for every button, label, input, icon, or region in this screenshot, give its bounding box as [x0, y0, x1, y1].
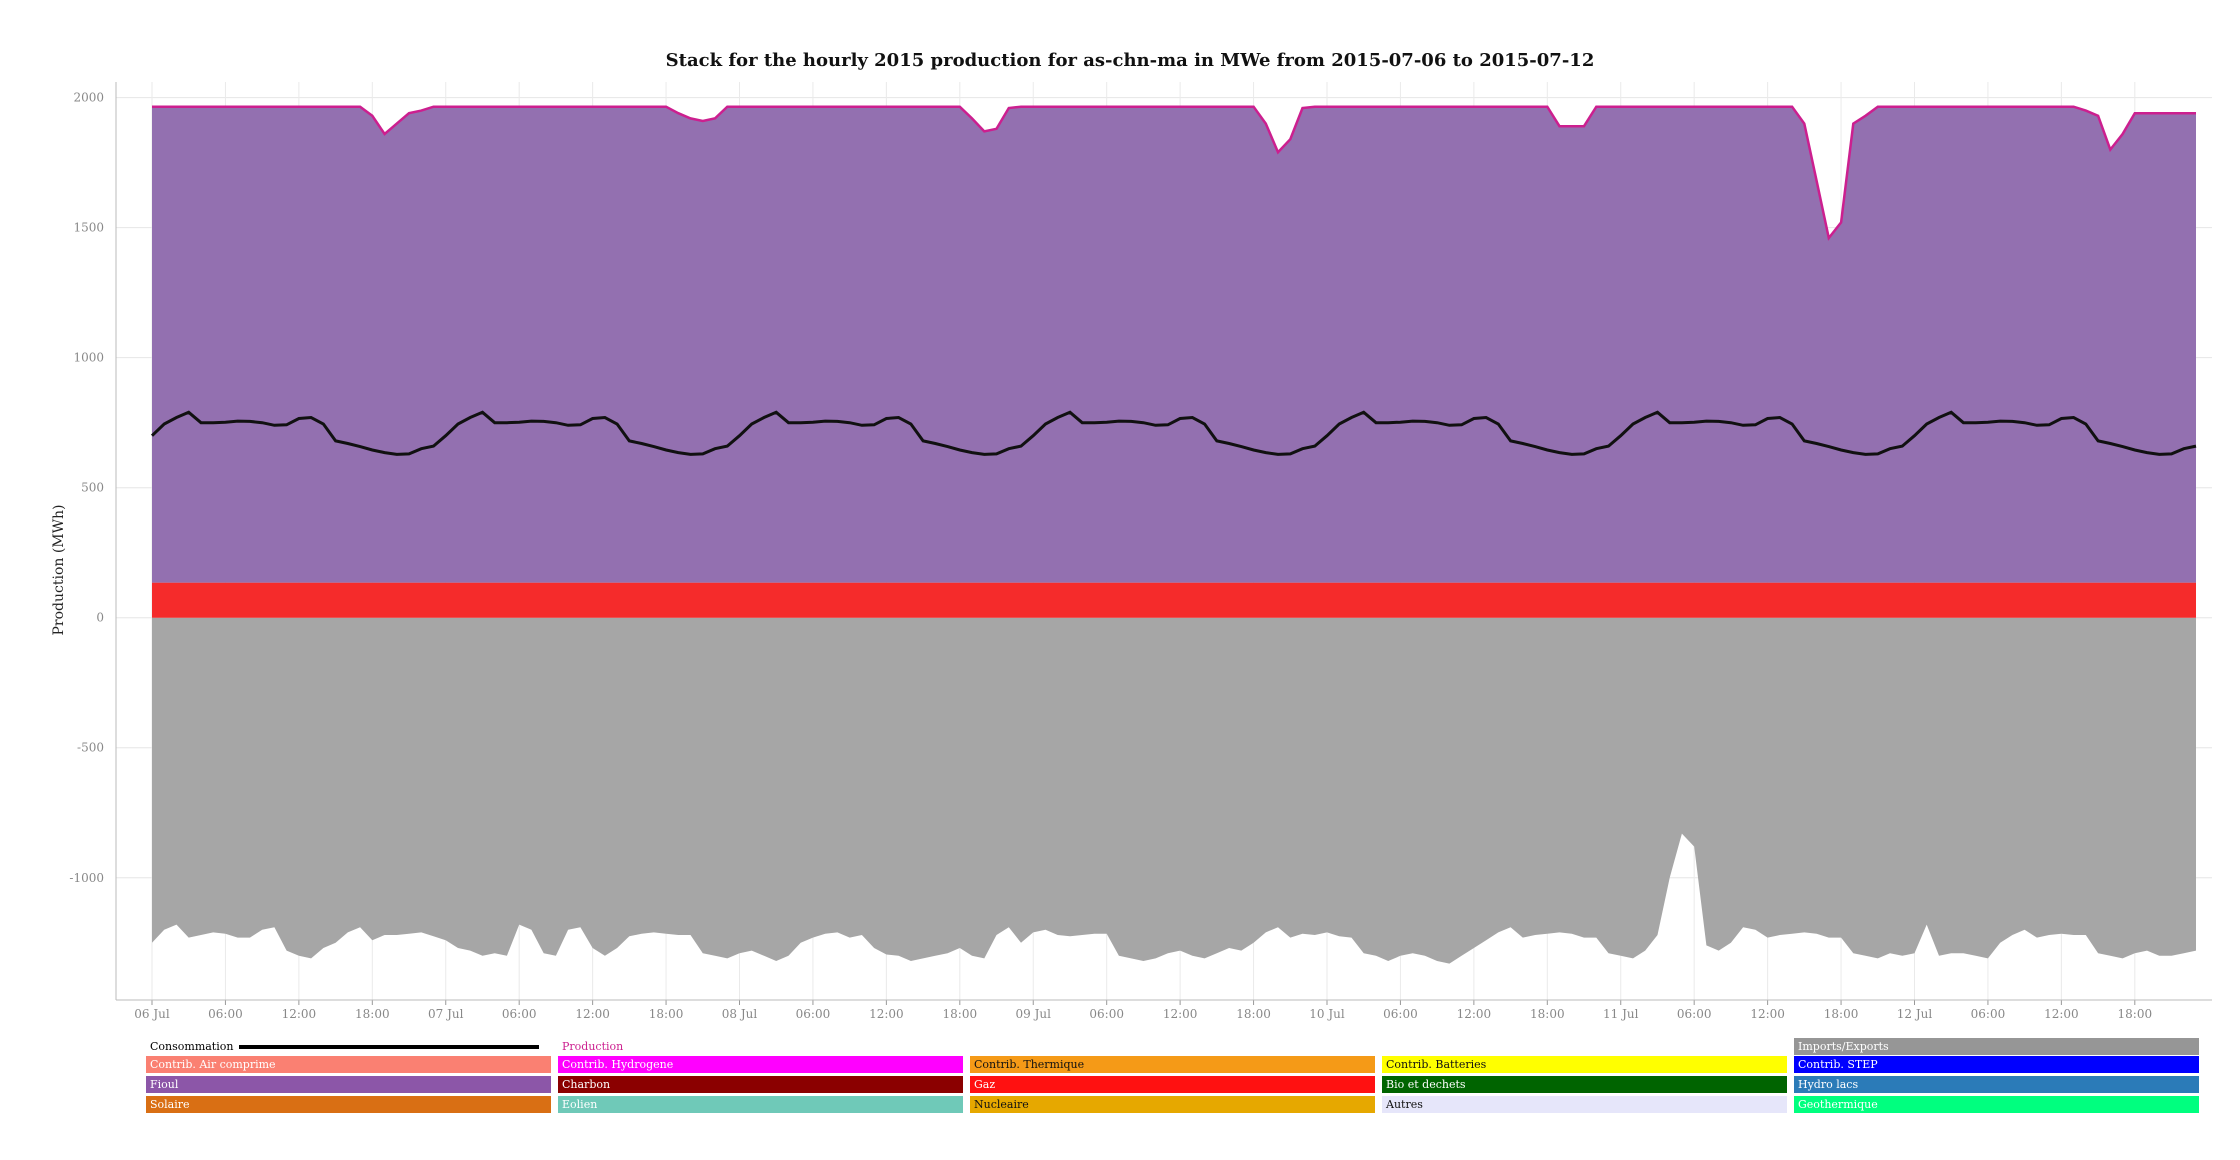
legend-item[interactable]: Hydro lacs — [1794, 1076, 2199, 1093]
x-tick-label: 06:00 — [502, 1007, 537, 1021]
chart-title: Stack for the hourly 2015 production for… — [666, 50, 1595, 71]
x-tick-label: 10 Jul — [1309, 1007, 1345, 1021]
legend-item[interactable]: Fioul — [146, 1076, 551, 1093]
x-tick-label: 12:00 — [1457, 1007, 1492, 1021]
y-tick-label: -1000 — [69, 871, 104, 885]
y-tick-label: 1000 — [73, 351, 104, 365]
legend-label: Consommation — [150, 1040, 234, 1053]
area-fioul — [152, 106, 2196, 583]
x-tick-label: 11 Jul — [1603, 1007, 1639, 1021]
legend-label: Production — [562, 1040, 624, 1053]
x-tick-label: 06:00 — [1971, 1007, 2006, 1021]
x-tick-label: 06:00 — [1089, 1007, 1124, 1021]
legend-item[interactable]: Solaire — [146, 1096, 551, 1113]
legend-item[interactable]: Charbon — [558, 1076, 963, 1093]
legend-item[interactable]: Consommation — [146, 1038, 555, 1055]
y-tick-label: 0 — [96, 611, 104, 625]
x-tick-label: 12:00 — [282, 1007, 317, 1021]
x-tick-label: 18:00 — [1236, 1007, 1271, 1021]
x-tick-label: 18:00 — [1530, 1007, 1565, 1021]
legend-item[interactable]: Contrib. STEP — [1794, 1056, 2199, 1073]
x-tick-label: 09 Jul — [1016, 1007, 1052, 1021]
area-gaz — [152, 582, 2196, 618]
x-tick-label: 18:00 — [943, 1007, 978, 1021]
line-consommation — [150, 410, 2197, 456]
legend-item[interactable]: Eolien — [558, 1096, 963, 1113]
legend-item[interactable]: Production — [558, 1038, 967, 1066]
legend-item[interactable]: Contrib. Hydrogene — [558, 1056, 963, 1073]
x-tick-label: 12:00 — [1163, 1007, 1198, 1021]
x-tick-label: 06:00 — [208, 1007, 243, 1021]
stack-areas — [152, 106, 2196, 964]
x-tick-label: 06 Jul — [134, 1007, 170, 1021]
x-tick-label: 06:00 — [1383, 1007, 1418, 1021]
line-production — [152, 105, 2196, 241]
y-tick-label: -500 — [77, 741, 104, 755]
legend-item[interactable]: Contrib. Air comprime — [146, 1056, 551, 1073]
y-axis-label: Production (MWh) — [51, 504, 67, 635]
x-tick-label: 06:00 — [796, 1007, 831, 1021]
legend-item[interactable]: Geothermique — [1794, 1096, 2199, 1113]
y-tick-label: 500 — [81, 481, 104, 495]
x-tick-label: 12:00 — [1750, 1007, 1785, 1021]
y-tick-label: 2000 — [73, 91, 104, 105]
legend-item[interactable]: Contrib. Batteries — [1382, 1056, 1787, 1073]
legend-item[interactable]: Bio et dechets — [1382, 1076, 1787, 1093]
area-imports-exports — [152, 617, 2196, 964]
legend-item[interactable]: Autres — [1382, 1096, 1787, 1113]
legend-swatch — [239, 1045, 540, 1049]
x-tick-label: 18:00 — [2118, 1007, 2153, 1021]
x-tick-label: 12:00 — [575, 1007, 610, 1021]
y-tick-label: 1500 — [73, 221, 104, 235]
legend-item[interactable]: Contrib. Thermique — [970, 1056, 1375, 1073]
x-tick-label: 12:00 — [2044, 1007, 2079, 1021]
legend-item[interactable]: Nucleaire — [970, 1096, 1375, 1113]
line-series — [150, 105, 2197, 456]
x-tick-label: 06:00 — [1677, 1007, 1712, 1021]
legend-item[interactable]: Gaz — [970, 1076, 1375, 1093]
x-tick-label: 12:00 — [869, 1007, 904, 1021]
x-tick-label: 12 Jul — [1897, 1007, 1933, 1021]
legend-item[interactable]: Imports/Exports — [1794, 1038, 2199, 1055]
x-tick-label: 18:00 — [1824, 1007, 1859, 1021]
x-tick-label: 18:00 — [649, 1007, 684, 1021]
axes: 2000 1500 1000 500 0 -500 -1000 06 Jul 06:00 12:0… — [69, 82, 2212, 1021]
x-tick-label: 08 Jul — [722, 1007, 758, 1021]
x-tick-label: 07 Jul — [428, 1007, 464, 1021]
x-tick-label: 18:00 — [355, 1007, 390, 1021]
legend: Consommation Production Imports/Exports Con… — [146, 1036, 2221, 1154]
